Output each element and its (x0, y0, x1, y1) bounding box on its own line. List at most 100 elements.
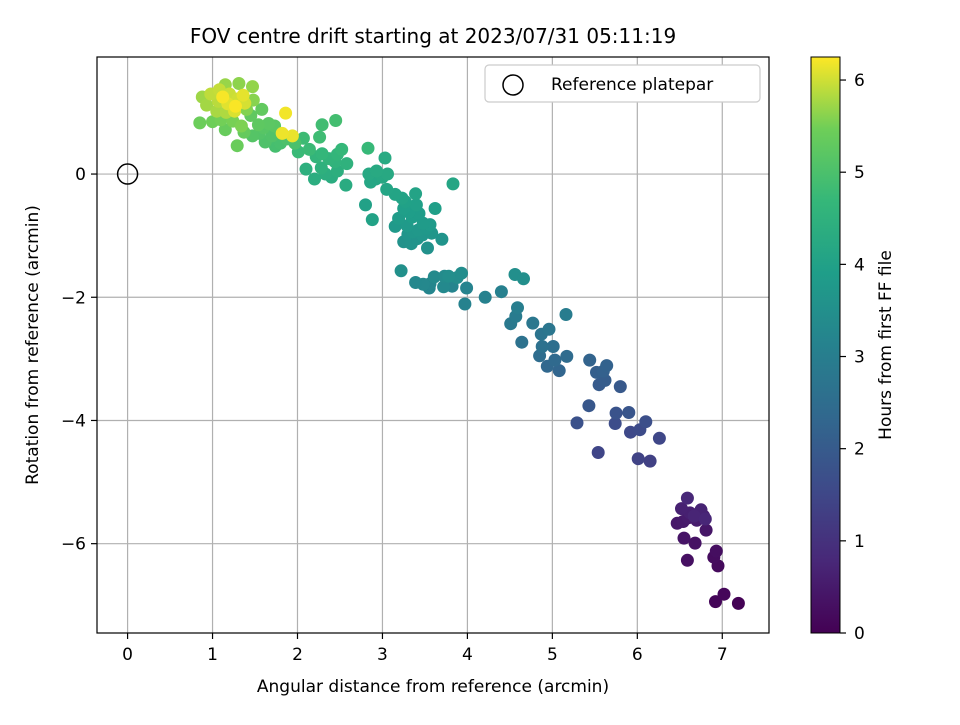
colorbar-tick-label: 1 (854, 532, 865, 552)
data-point (600, 359, 614, 373)
x-tick-label: 2 (292, 645, 303, 665)
data-point (460, 281, 474, 295)
data-point (416, 216, 430, 230)
x-tick-label: 3 (377, 645, 388, 665)
data-point (193, 116, 207, 130)
data-point (335, 142, 349, 156)
data-point (717, 587, 731, 601)
y-axis-ticks: −6 −4 −2 0 (61, 165, 97, 555)
data-point (608, 417, 622, 430)
data-point (542, 322, 556, 336)
data-point (230, 139, 244, 153)
data-point (675, 502, 688, 516)
x-tick-label: 0 (122, 645, 133, 665)
y-tick-label: −6 (61, 535, 86, 555)
data-point (428, 202, 442, 215)
x-tick-label: 1 (207, 645, 218, 665)
data-point (279, 106, 293, 120)
plot-frame (96, 56, 770, 634)
data-point (409, 187, 423, 201)
data-point (365, 213, 379, 227)
data-point (442, 269, 456, 283)
reference-marker (116, 163, 139, 185)
data-point (709, 544, 723, 558)
data-point (731, 596, 745, 610)
data-point (251, 118, 265, 132)
data-point (370, 164, 383, 178)
data-point (652, 431, 666, 445)
data-point (234, 119, 248, 133)
data-point (392, 211, 406, 225)
data-point (455, 266, 468, 280)
colorbar-tick-label: 2 (854, 440, 865, 460)
data-point (359, 198, 372, 212)
data-point (265, 129, 279, 143)
data-point (409, 276, 423, 289)
data-point (340, 157, 354, 171)
data-point (546, 340, 560, 353)
colorbar-label: Hours from first FF file (876, 250, 896, 440)
data-point (591, 446, 605, 459)
grid-lines (97, 57, 769, 633)
y-tick-label: −2 (61, 288, 86, 308)
data-point (329, 114, 343, 127)
data-point (511, 301, 524, 315)
data-point (315, 147, 329, 161)
data-point (582, 399, 596, 413)
data-point (559, 308, 573, 321)
data-point (314, 161, 328, 175)
data-point (361, 141, 375, 155)
y-axis-label: Rotation from reference (arcmin) (23, 205, 43, 485)
data-point (688, 536, 702, 550)
data-point (687, 509, 701, 523)
data-point (643, 454, 657, 468)
legend-label-reference-platepar: Reference platepar (551, 75, 713, 95)
data-point (299, 162, 313, 176)
data-point (421, 241, 434, 255)
data-point (394, 264, 408, 278)
data-point (262, 117, 276, 130)
x-tick-label: 4 (462, 645, 473, 665)
data-point (458, 297, 472, 311)
colorbar-tick-label: 6 (854, 71, 865, 91)
x-tick-label: 6 (632, 645, 643, 665)
data-point (560, 349, 574, 363)
legend-marker (502, 74, 524, 96)
data-point (709, 595, 722, 609)
data-point (622, 406, 636, 419)
colorbar-tick-label: 3 (854, 348, 865, 368)
data-points (193, 77, 745, 610)
data-point (517, 272, 530, 286)
data-point (200, 98, 214, 112)
data-point (315, 118, 329, 132)
data-point (680, 491, 694, 505)
data-point (478, 290, 492, 304)
data-point (380, 182, 394, 196)
data-point (698, 512, 712, 526)
colorbar (810, 56, 841, 634)
data-point (639, 415, 653, 429)
data-point (515, 335, 529, 349)
data-point (446, 177, 460, 191)
colorbar-ticks: 0 1 2 3 4 5 6 (840, 71, 865, 644)
data-point (236, 88, 250, 102)
colorbar-tick-label: 4 (854, 255, 865, 275)
data-point (339, 178, 353, 192)
data-point (302, 142, 316, 156)
data-point (218, 123, 232, 137)
data-point (548, 353, 562, 367)
data-point (570, 416, 584, 430)
colorbar-tick-label: 5 (854, 163, 865, 183)
data-point (526, 316, 540, 330)
data-point (229, 99, 242, 113)
data-point (308, 172, 321, 186)
data-point (609, 406, 623, 420)
legend: Reference platepar (484, 64, 761, 103)
colorbar-tick-label: 0 (854, 624, 865, 644)
data-point (275, 126, 289, 140)
y-tick-label: −4 (61, 411, 86, 431)
data-point (631, 452, 645, 466)
data-point (427, 270, 441, 284)
data-point (552, 364, 566, 378)
data-point (494, 285, 508, 299)
